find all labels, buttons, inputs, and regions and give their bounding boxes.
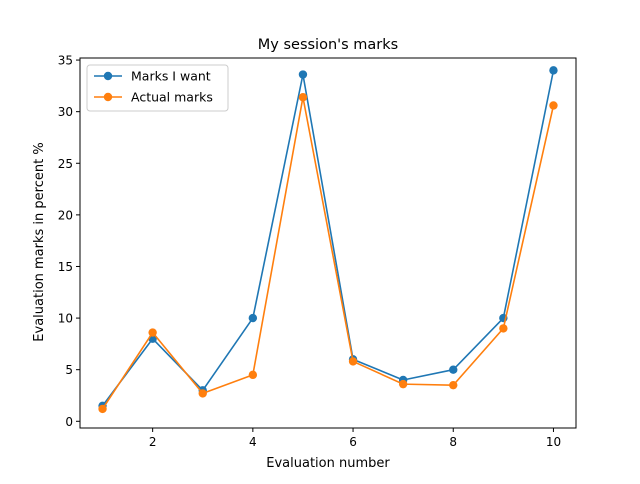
y-axis: 0 5 10 15 20 25 30 35	[58, 54, 80, 429]
data-point	[248, 313, 258, 323]
data-point	[148, 328, 157, 337]
y-tick-label: 10	[58, 312, 73, 326]
data-point	[298, 93, 308, 102]
y-tick-label: 30	[58, 105, 73, 119]
data-point	[348, 357, 358, 366]
data-point	[449, 380, 458, 390]
legend-label: Actual marks	[131, 90, 213, 105]
data-point	[198, 389, 207, 398]
series-2	[98, 93, 558, 414]
x-axis-label: Evaluation number	[266, 456, 390, 471]
data-point	[98, 404, 107, 414]
legend-marker	[103, 71, 113, 81]
data-point	[499, 324, 508, 333]
data-point	[449, 365, 458, 374]
legend: Marks I want Actual marks	[86, 64, 229, 112]
x-tick-label: 10	[546, 435, 561, 449]
y-axis-label: Evaluation marks in percent %	[32, 142, 47, 341]
legend-label: Marks I want	[131, 69, 211, 84]
x-axis: 2 4 6 8 10	[149, 428, 561, 449]
plot-frame	[79, 57, 577, 429]
y-tick-label: 5	[65, 363, 73, 377]
x-tick-label: 8	[449, 435, 457, 449]
x-tick-label: 6	[349, 435, 357, 449]
y-tick-label: 35	[58, 54, 73, 68]
data-point	[248, 370, 258, 380]
legend-box	[86, 64, 229, 112]
legend-item: Marks I want	[94, 69, 211, 84]
chart-title: My session's marks	[258, 37, 398, 53]
x-tick-label: 2	[149, 435, 157, 449]
series-line	[101, 96, 555, 410]
y-tick-label: 15	[58, 260, 73, 274]
y-tick-label: 0	[65, 415, 73, 429]
y-tick-label: 25	[58, 157, 73, 171]
legend-item: Actual marks	[94, 90, 213, 105]
plot-area	[98, 66, 558, 414]
data-point	[549, 66, 558, 75]
legend-marker	[103, 92, 113, 102]
data-point	[398, 379, 408, 389]
x-tick-label: 4	[249, 435, 257, 449]
data-point	[549, 101, 558, 110]
series-line	[101, 70, 555, 407]
data-point	[298, 70, 308, 79]
y-tick-label: 20	[58, 208, 73, 222]
